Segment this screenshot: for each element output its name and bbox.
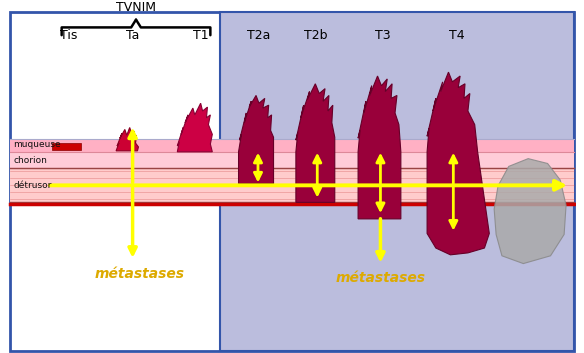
Bar [10,139,574,152]
Text: T4: T4 [450,29,465,42]
Text: métastases: métastases [335,271,425,285]
Text: détrusor: détrusor [13,181,51,190]
Text: T3: T3 [374,29,390,42]
Polygon shape [178,103,213,152]
Bar [220,12,574,351]
Text: TVNIM: TVNIM [116,1,156,14]
Polygon shape [358,76,401,219]
Text: T2b: T2b [304,29,327,42]
Text: métastases: métastases [95,268,185,281]
Polygon shape [427,72,489,255]
Bar [10,168,574,202]
Text: muqueuse: muqueuse [13,140,61,149]
Polygon shape [296,84,335,202]
Bar [10,152,574,168]
Polygon shape [494,158,566,264]
Text: chorion: chorion [13,156,47,164]
Text: Ta: Ta [126,29,140,42]
Polygon shape [116,127,138,151]
Bar [52,143,81,150]
Text: Tis: Tis [60,29,77,42]
Text: T2a: T2a [247,29,270,42]
Text: T1: T1 [193,29,208,42]
Polygon shape [238,95,273,184]
